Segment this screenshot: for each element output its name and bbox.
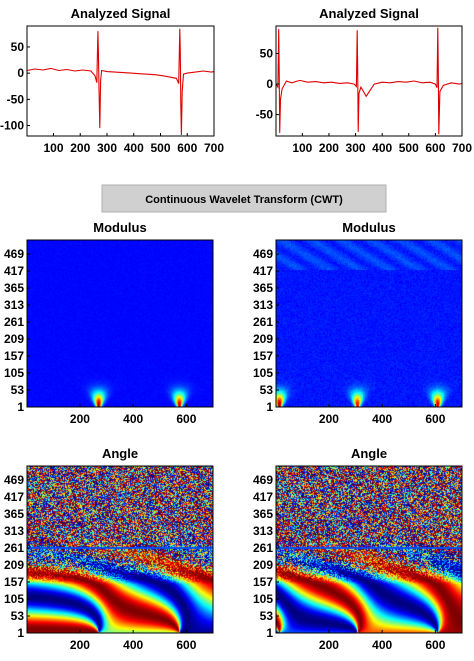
angle-right-image (276, 466, 462, 633)
modulus-left-ytick-label: 261 (4, 315, 24, 329)
signal-left-background (27, 26, 214, 136)
modulus-right-ytick-label: 209 (253, 332, 273, 346)
angle-right-ytick-label: 1 (266, 626, 273, 640)
signal-right-title: Analyzed Signal (319, 6, 419, 21)
signal-left-xtick-label: 400 (124, 141, 144, 155)
modulus-right-ytick-label: 1 (266, 400, 273, 414)
angle-right-xtick-label: 200 (319, 638, 339, 652)
signal-left-ytick-label: 50 (11, 40, 25, 54)
angle-left-xtick-label: 400 (123, 638, 143, 652)
modulus-left-ytick-label: 1 (17, 400, 24, 414)
modulus-left-ytick-label: 209 (4, 332, 24, 346)
modulus-left-xtick-label: 600 (176, 412, 196, 426)
angle-left-ytick-label: 157 (4, 575, 24, 589)
signal-right-ytick-label: 50 (260, 47, 274, 61)
angle-right-ytick-label: 469 (253, 473, 273, 487)
signal-left-xtick-label: 600 (177, 141, 197, 155)
modulus-left-frame (26, 239, 214, 408)
angle-right-ytick-label: 313 (253, 524, 273, 538)
angle-left-ytick-label: 469 (4, 473, 24, 487)
signal-right-ytick-label: 0 (266, 77, 273, 91)
cwt-banner (101, 184, 387, 213)
signal-right-xtick-label: 500 (399, 141, 419, 155)
modulus-right-ytick-label: 261 (253, 315, 273, 329)
modulus-right-image (276, 240, 462, 407)
modulus-right-title: Modulus (342, 220, 395, 235)
angle-left-ytick-label: 53 (11, 609, 25, 623)
angle-left-ytick-label: 105 (4, 592, 24, 606)
angle-right-ytick-label: 417 (253, 490, 273, 504)
angle-left-ytick-label: 365 (4, 507, 24, 521)
angle-left-frame (26, 465, 214, 634)
signal-left-xtick-label: 100 (43, 141, 63, 155)
signal-right-xtick-label: 600 (425, 141, 445, 155)
signal-right-xtick-label: 200 (319, 141, 339, 155)
signal-right-background (276, 26, 462, 136)
signal-left-xtick-label: 300 (97, 141, 117, 155)
signal-right-series-line (275, 27, 463, 135)
modulus-left-ytick-label: 469 (4, 247, 24, 261)
angle-left-ytick-label: 313 (4, 524, 24, 538)
angle-right-ytick-label: 261 (253, 541, 273, 555)
signal-left-xtick-label: 200 (70, 141, 90, 155)
modulus-right-frame (275, 239, 463, 408)
modulus-left-xtick-label: 400 (123, 412, 143, 426)
modulus-right-ytick-label: 313 (253, 298, 273, 312)
signal-left-xtick-label: 500 (150, 141, 170, 155)
modulus-right-xtick-label: 200 (319, 412, 339, 426)
angle-right-ytick-label: 365 (253, 507, 273, 521)
modulus-left-image (27, 240, 213, 407)
signal-right-xtick-label: 300 (346, 141, 366, 155)
angle-left-ytick-label: 209 (4, 558, 24, 572)
modulus-left-ytick-label: 417 (4, 264, 24, 278)
angle-left-ytick-label: 261 (4, 541, 24, 555)
modulus-right-ytick-label: 365 (253, 281, 273, 295)
angle-right-xtick-label: 400 (372, 638, 392, 652)
signal-left-series-line (26, 28, 215, 136)
modulus-right-xtick-label: 600 (425, 412, 445, 426)
signal-left-xtick-label: 700 (204, 141, 224, 155)
signal-right-frame (275, 25, 463, 137)
modulus-right-ytick-label: 157 (253, 349, 273, 363)
signal-right-xtick-label: 400 (372, 141, 392, 155)
angle-left-image (27, 466, 213, 633)
signal-right-xtick-label: 100 (292, 141, 312, 155)
signal-left-title: Analyzed Signal (71, 6, 171, 21)
angle-right-ytick-label: 157 (253, 575, 273, 589)
modulus-right-ytick-label: 417 (253, 264, 273, 278)
modulus-right-xtick-label: 400 (372, 412, 392, 426)
modulus-right-ytick-label: 105 (253, 366, 273, 380)
modulus-right-ytick-label: 53 (260, 383, 274, 397)
angle-left-title: Angle (102, 446, 138, 461)
angle-right-ytick-label: 105 (253, 592, 273, 606)
signal-left-ytick-label: 0 (17, 66, 24, 80)
signal-left-ytick-label: -100 (0, 119, 24, 133)
angle-right-title: Angle (351, 446, 387, 461)
angle-left-xtick-label: 200 (70, 638, 90, 652)
angle-left-ytick-label: 1 (17, 626, 24, 640)
modulus-left-ytick-label: 53 (11, 383, 25, 397)
modulus-left-ytick-label: 313 (4, 298, 24, 312)
modulus-right-ytick-label: 469 (253, 247, 273, 261)
signal-right-ytick-label: -50 (256, 108, 274, 122)
modulus-left-ytick-label: 157 (4, 349, 24, 363)
angle-left-ytick-label: 417 (4, 490, 24, 504)
signal-left-frame (26, 25, 215, 137)
modulus-left-xtick-label: 200 (70, 412, 90, 426)
modulus-left-title: Modulus (93, 220, 146, 235)
modulus-left-ytick-label: 365 (4, 281, 24, 295)
angle-right-ytick-label: 53 (260, 609, 274, 623)
angle-right-ytick-label: 209 (253, 558, 273, 572)
cwt-banner-label: Continuous Wavelet Transform (CWT) (145, 194, 343, 206)
modulus-left-ytick-label: 105 (4, 366, 24, 380)
angle-right-xtick-label: 600 (425, 638, 445, 652)
angle-left-xtick-label: 600 (176, 638, 196, 652)
signal-left-ytick-label: -50 (7, 92, 25, 106)
signal-right-xtick-label: 700 (452, 141, 472, 155)
angle-right-frame (275, 465, 463, 634)
